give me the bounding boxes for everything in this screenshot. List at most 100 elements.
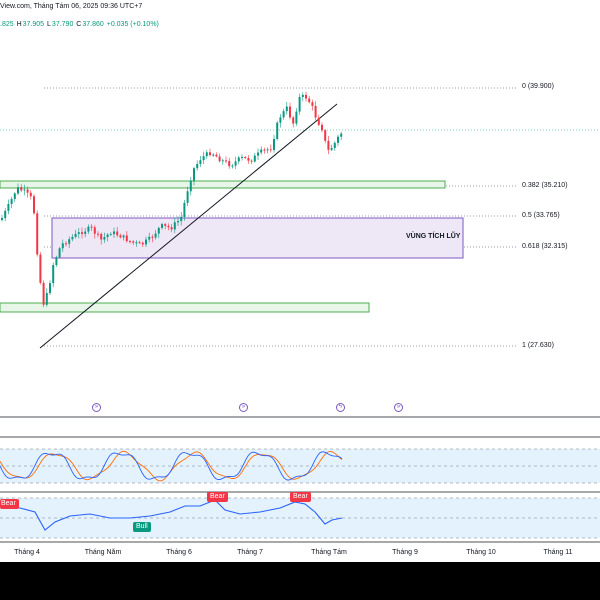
chart-source-header: View.com, Tháng Tám 06, 2025 09:36 UTC+7 [0, 3, 143, 10]
candle-body [250, 160, 253, 162]
candle-body [337, 136, 339, 143]
fib-label-1: 1 (27.630) [522, 342, 554, 349]
candle-body [305, 94, 307, 99]
candle-body [7, 204, 10, 211]
fast-forward-icon[interactable]: » [239, 403, 248, 412]
ohlc-open: .825 [0, 21, 14, 28]
candle-body [26, 189, 29, 193]
candle-body [154, 233, 157, 238]
candle-body [29, 192, 32, 197]
ohlc-high-key: H [16, 21, 22, 28]
candle-body [183, 202, 186, 217]
candle-body [273, 138, 275, 151]
candle-body [4, 210, 7, 219]
x-axis-label: Tháng 9 [392, 549, 418, 556]
candle-body [295, 111, 298, 124]
candle-body [193, 168, 195, 181]
candle-body [23, 189, 26, 191]
bear-badge: Bear [290, 492, 311, 502]
candle-body [279, 117, 282, 123]
candle-body [33, 196, 35, 214]
lightning-icon[interactable]: ϟ [336, 403, 345, 412]
candle-body [97, 233, 99, 235]
candle-body [327, 140, 330, 150]
trendline[interactable] [39, 103, 338, 349]
candle-body [109, 234, 112, 236]
candle-body [276, 122, 279, 139]
candle-body [106, 234, 109, 238]
candle-body [138, 242, 141, 244]
ohlc-readout: .825 H37.905 L37.790 C37.860 +0.035 (+0.… [0, 21, 160, 28]
candle-body [173, 222, 176, 230]
candle-body [93, 227, 96, 234]
candle-body [170, 227, 173, 230]
x-axis-label: Tháng 6 [166, 549, 192, 556]
candle-body [285, 106, 288, 112]
candle-body [205, 152, 208, 157]
candle-body [289, 106, 291, 118]
candle-body [36, 213, 39, 255]
candle-body [71, 236, 74, 240]
candle-body [266, 149, 269, 151]
candle-body [122, 235, 125, 238]
candle-body [164, 224, 167, 226]
ohlc-close: 37.860 [82, 21, 104, 28]
candle-body [113, 231, 115, 235]
candle-body [68, 239, 71, 244]
candle-body [20, 187, 23, 191]
candle-body [317, 117, 320, 125]
candle-body [103, 237, 106, 240]
candle-body [330, 147, 333, 150]
resistance-zone[interactable] [0, 180, 446, 189]
candle-body [132, 241, 135, 243]
rsi-line [0, 499, 343, 531]
candle-body [13, 193, 16, 200]
candle-body [225, 160, 227, 162]
candle-body [301, 94, 304, 97]
x-axis-label: Tháng 11 [543, 549, 573, 556]
candle-body [135, 242, 138, 244]
candle-body [282, 111, 285, 118]
candle-body [244, 156, 247, 158]
accumulation-zone[interactable] [51, 217, 464, 259]
candle-body [52, 265, 55, 284]
candle-body [42, 282, 45, 305]
candle-body [55, 257, 58, 266]
candle-body [340, 133, 343, 137]
candle-body [119, 235, 122, 238]
fast-forward-icon[interactable]: » [394, 403, 403, 412]
candle-body [212, 154, 215, 156]
candle-body [260, 149, 263, 153]
candle-body [215, 154, 218, 157]
candle-body [141, 242, 144, 245]
support-zone[interactable] [0, 302, 370, 313]
candle-body [221, 160, 224, 162]
x-axis-label: Tháng 7 [237, 549, 263, 556]
candle-body [148, 236, 151, 240]
candle-body [247, 157, 250, 161]
candle-body [74, 233, 77, 237]
candle-body [298, 96, 301, 112]
fast-forward-icon[interactable]: » [92, 403, 101, 412]
candle-body [10, 199, 13, 205]
candle-body [125, 235, 128, 242]
candle-body [151, 236, 154, 238]
candle-body [231, 165, 234, 167]
candle-body [161, 224, 163, 228]
candle-body [186, 191, 189, 203]
candle-body [333, 142, 336, 148]
candle-body [45, 293, 48, 305]
bear-badge: Bear [0, 499, 19, 509]
chart-area[interactable]: View.com, Tháng Tám 06, 2025 09:36 UTC+7… [0, 0, 600, 562]
candle-body [257, 152, 259, 156]
candle-body [314, 105, 317, 118]
candle-body [177, 220, 179, 223]
candle-body [311, 102, 314, 106]
candle-body [324, 130, 327, 141]
fib-label-0: 0 (39.900) [522, 83, 554, 90]
candle-body [180, 216, 183, 221]
ohlc-high: 37.905 [22, 21, 45, 28]
candle-body [237, 157, 240, 162]
candle-body [321, 124, 323, 131]
